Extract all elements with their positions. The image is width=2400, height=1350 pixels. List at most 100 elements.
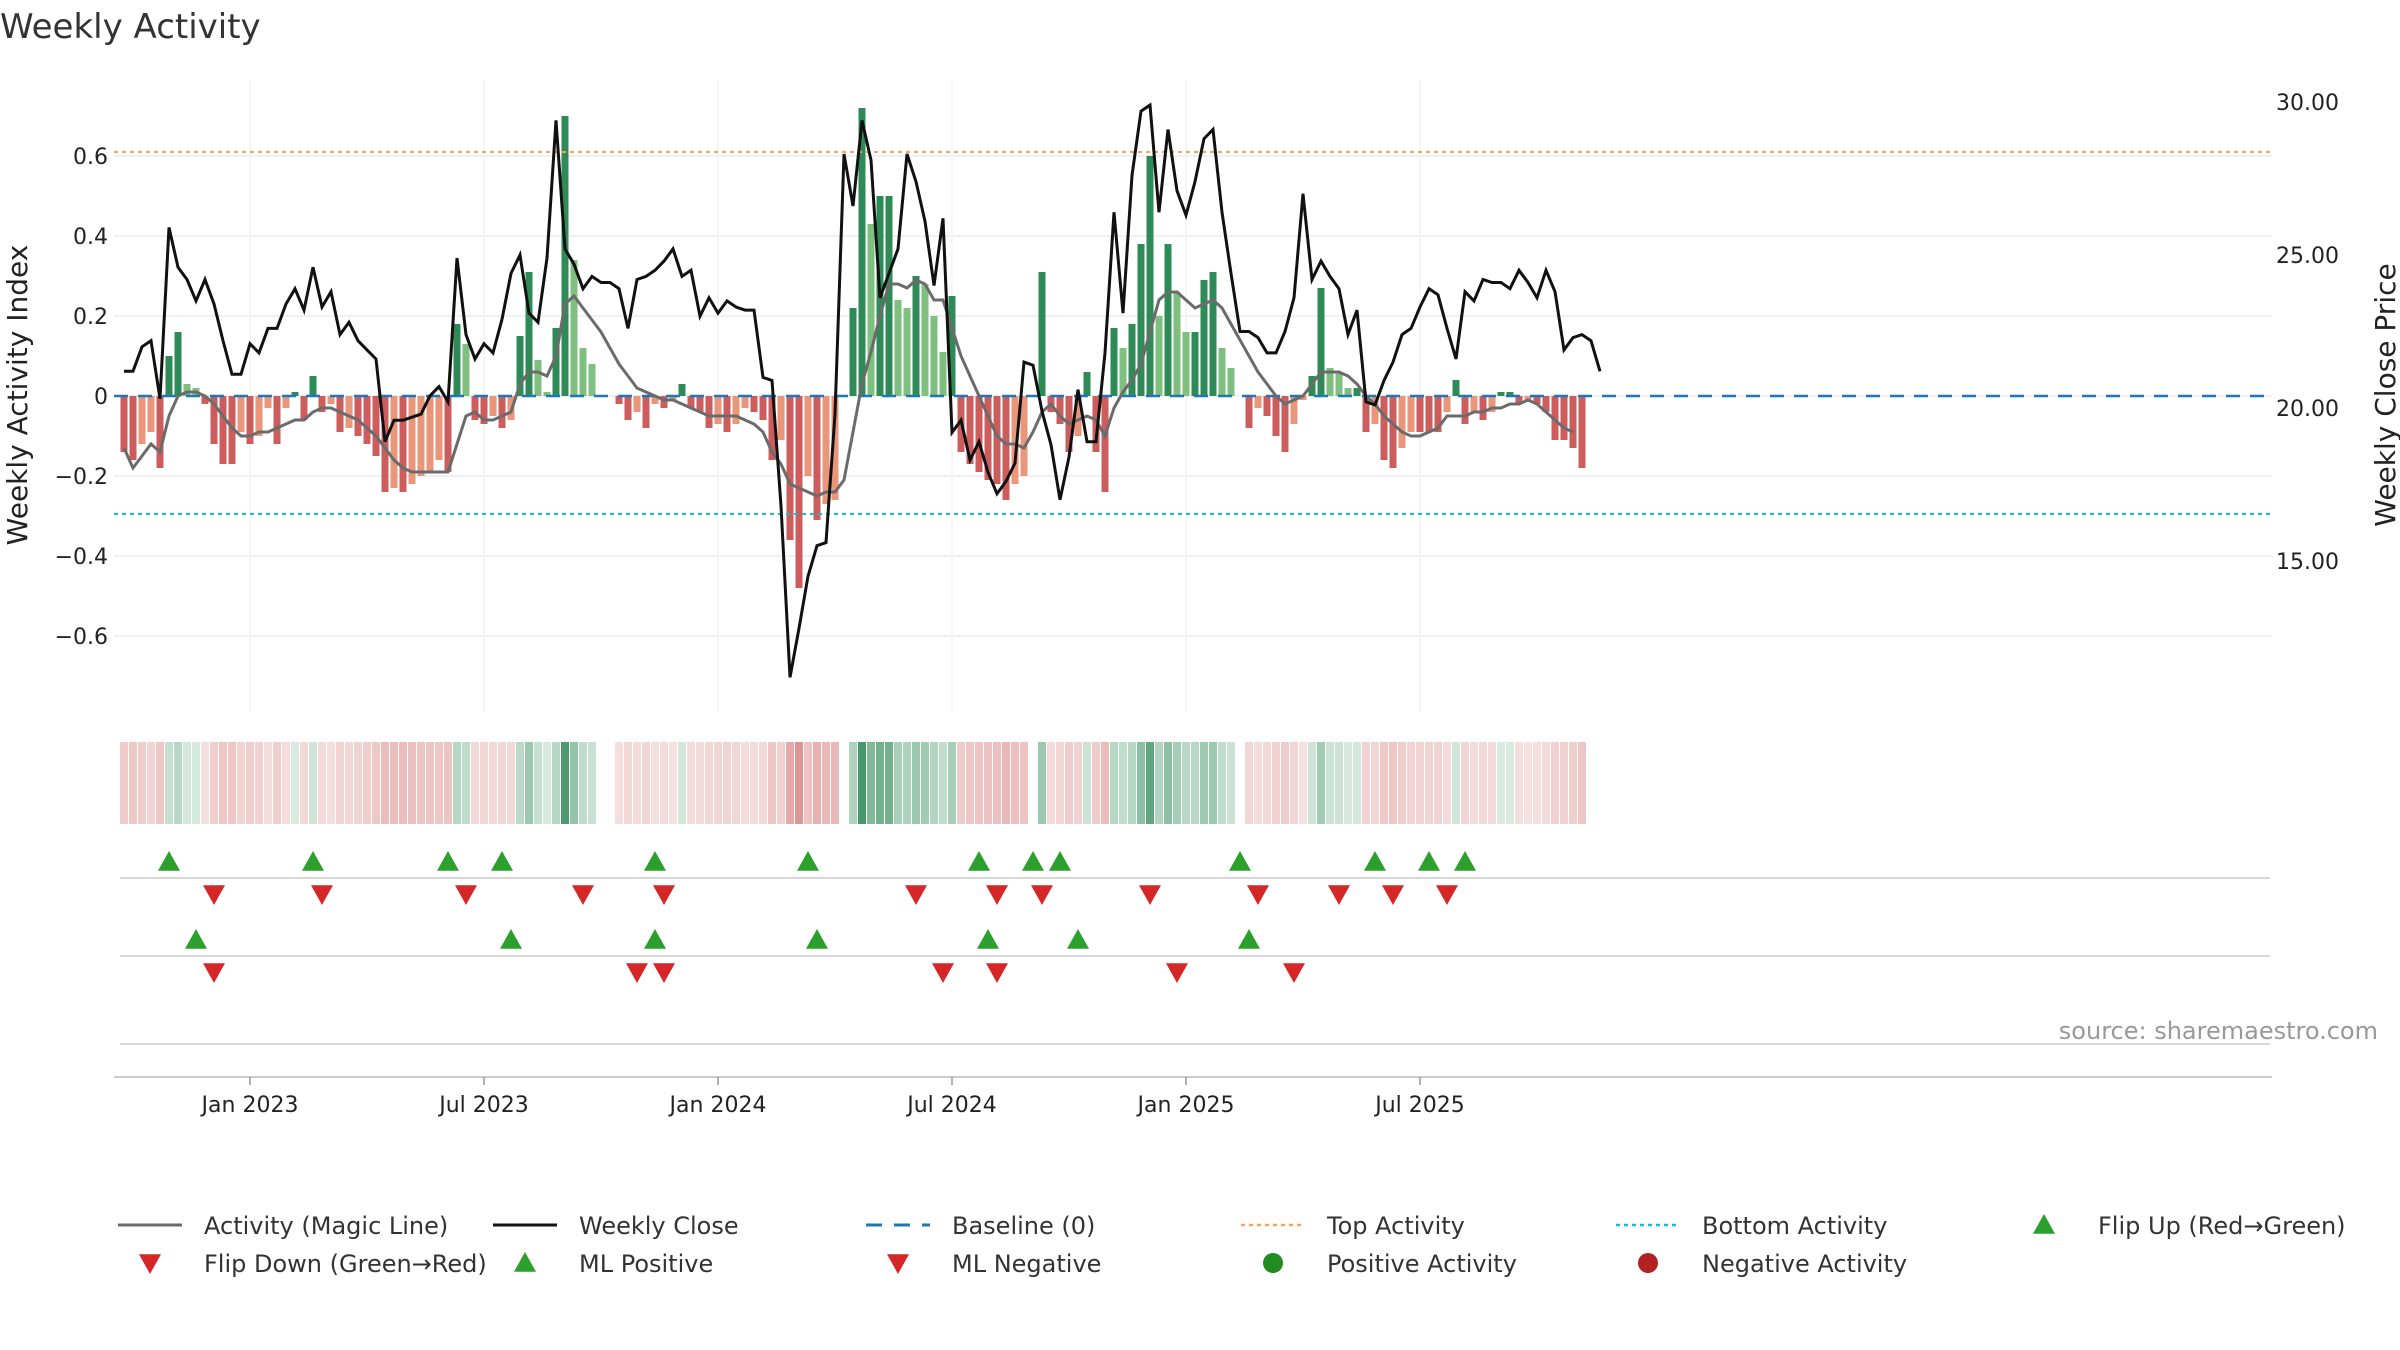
strip-cell — [1290, 742, 1298, 824]
flip-up-marker — [302, 851, 324, 871]
activity-bar — [1470, 396, 1478, 412]
activity-bar — [120, 396, 128, 452]
strip-cell — [777, 742, 785, 824]
activity-bar — [948, 296, 956, 396]
activity-bar — [1389, 396, 1397, 468]
legend-label: ML Positive — [579, 1250, 713, 1278]
activity-bar — [417, 396, 425, 476]
activity-bar — [804, 396, 812, 476]
activity-bar — [408, 396, 416, 484]
strip-cell — [741, 742, 749, 824]
strip-cell — [336, 742, 344, 824]
activity-bar — [678, 384, 686, 396]
strip-cell — [291, 742, 299, 824]
right-tick-label: 15.00 — [2276, 550, 2339, 575]
strip-cell — [408, 742, 416, 824]
activity-bar — [1128, 324, 1136, 396]
left-axis-label: Weekly Activity Index — [1, 245, 34, 546]
activity-bar — [786, 396, 794, 540]
activity-bar — [1056, 396, 1064, 424]
activity-bar — [453, 324, 461, 396]
activity-bar — [138, 396, 146, 444]
strip-cell — [1155, 742, 1163, 824]
strip-cell — [1380, 742, 1388, 824]
activity-bar — [444, 396, 452, 472]
activity-bar — [1101, 396, 1109, 492]
legend-item-flip_up: Flip Up (Red→Green) — [2033, 1212, 2346, 1240]
activity-bar — [480, 396, 488, 424]
strip-cell — [516, 742, 524, 824]
left-axis-ticks: 0.6 0.4 0.2 0 −0.2 −0.4 −0.6 — [55, 145, 108, 650]
flip-up-marker — [437, 851, 459, 871]
x-tick-label: Jul 2025 — [1373, 1093, 1465, 1118]
strip-cell — [570, 742, 578, 824]
activity-bar — [516, 336, 524, 396]
strip-cell — [435, 742, 443, 824]
strip-cell — [426, 742, 434, 824]
activity-bar — [363, 396, 371, 444]
flip-down-marker — [905, 885, 927, 905]
legend-label: Bottom Activity — [1702, 1212, 1887, 1240]
flip-down-marker — [1139, 885, 1161, 905]
strip-cell — [786, 742, 794, 824]
strip-cell — [867, 742, 875, 824]
activity-bar — [1524, 396, 1532, 400]
left-tick-label: 0.2 — [73, 305, 108, 330]
strip-cell — [480, 742, 488, 824]
activity-bar — [1326, 368, 1334, 396]
activity-bar — [687, 396, 695, 408]
activity-bar — [273, 396, 281, 444]
strip-cell — [651, 742, 659, 824]
strip-cell — [345, 742, 353, 824]
legend-swatch — [139, 1254, 161, 1274]
activity-bar — [237, 396, 245, 432]
strip-cell — [912, 742, 920, 824]
activity-bar — [795, 396, 803, 588]
strip-cell — [282, 742, 290, 824]
left-tick-label: −0.2 — [55, 465, 108, 490]
activity-bar — [1281, 396, 1289, 452]
flip-down-marker — [203, 885, 225, 905]
activity-bar — [1542, 396, 1550, 412]
activity-bar — [570, 260, 578, 396]
strip-cell — [498, 742, 506, 824]
activity-bar — [894, 300, 902, 396]
activity-bar — [993, 396, 1001, 484]
flip-down-marker — [653, 885, 675, 905]
strip-cell — [354, 742, 362, 824]
activity-bar — [1263, 396, 1271, 416]
activity-bar — [381, 396, 389, 492]
activity-bar — [525, 272, 533, 396]
flip-up-marker — [644, 851, 666, 871]
strip-cell — [957, 742, 965, 824]
activity-bar — [1182, 332, 1190, 396]
legend-item-neg_act: Negative Activity — [1638, 1250, 1907, 1278]
strip-cell — [1182, 742, 1190, 824]
strip-cell — [822, 742, 830, 824]
left-tick-label: 0.6 — [73, 145, 108, 170]
activity-bar — [183, 384, 191, 396]
strip-cell — [1038, 742, 1046, 824]
strip-cell — [1020, 742, 1028, 824]
activity-bar — [660, 396, 668, 408]
activity-bar — [264, 396, 272, 408]
activity-bar — [1560, 396, 1568, 440]
strip-cell — [192, 742, 200, 824]
strip-cell — [921, 742, 929, 824]
activity-bar — [903, 308, 911, 396]
strip-cell — [1407, 742, 1415, 824]
activity-bar — [759, 396, 767, 420]
activity-bar — [624, 396, 632, 420]
left-tick-label: 0.4 — [73, 225, 108, 250]
activity-bar — [1506, 392, 1514, 396]
strip-cell — [1344, 742, 1352, 824]
activity-bar — [723, 396, 731, 432]
strip-cell — [723, 742, 731, 824]
activity-bar — [372, 396, 380, 456]
strip-cell — [318, 742, 326, 824]
ml-negative-marker — [626, 963, 648, 983]
flip-down-marker — [311, 885, 333, 905]
strip-cell — [372, 742, 380, 824]
magic-line — [122, 278, 1574, 498]
